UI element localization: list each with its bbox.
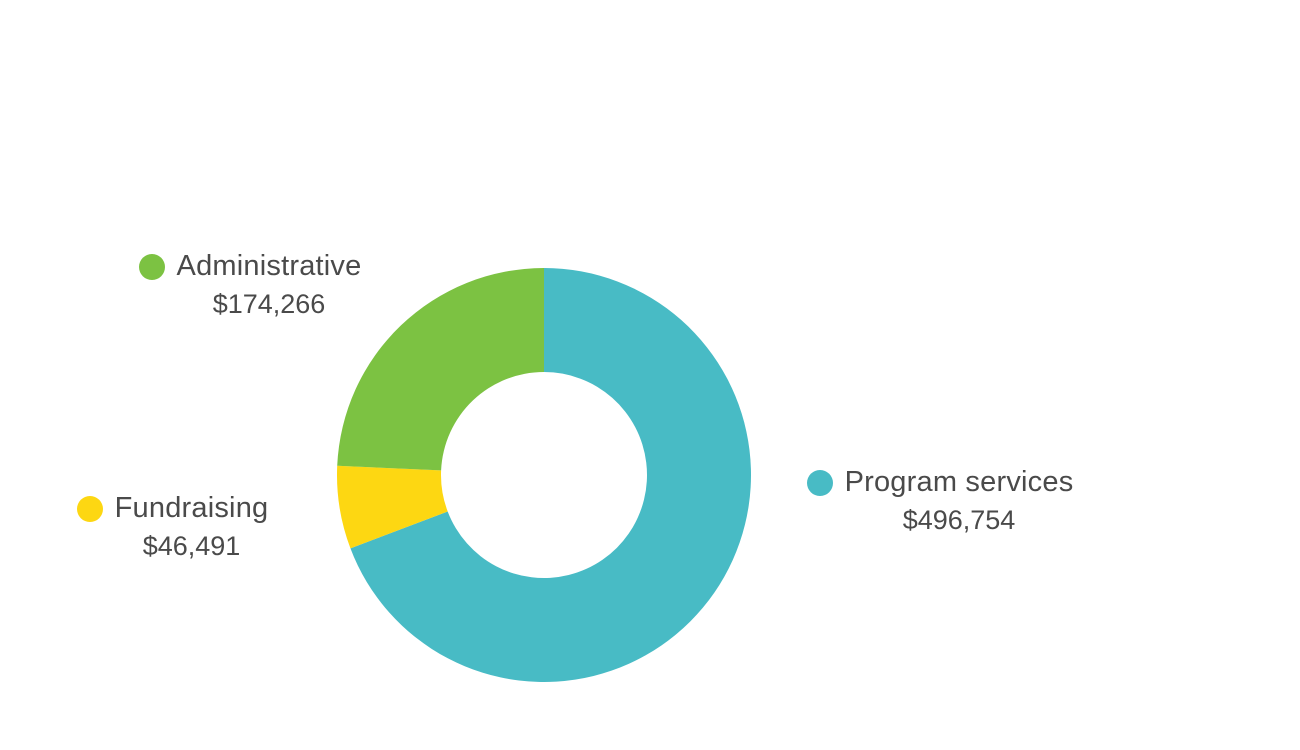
- legend-value: $496,754: [902, 505, 1016, 535]
- donut-slice-program-services: [350, 268, 752, 683]
- legend-program-services: Program services $496,754: [790, 466, 1090, 536]
- legend-fundraising: Fundraising $46,491: [60, 492, 285, 562]
- fundraising-dot-icon: [76, 495, 103, 522]
- program-services-dot-icon: [806, 469, 833, 496]
- legend-value: $174,266: [212, 289, 326, 319]
- legend-label: Program services: [844, 466, 1074, 498]
- legend-label: Fundraising: [114, 492, 269, 524]
- legend-label: Administrative: [176, 250, 362, 282]
- donut-slice-fundraising: [337, 465, 448, 549]
- legend-value: $46,491: [142, 531, 241, 561]
- donut-slice-administrative: [337, 268, 544, 471]
- legend-administrative: Administrative $174,266: [120, 250, 380, 320]
- administrative-dot-icon: [138, 253, 165, 280]
